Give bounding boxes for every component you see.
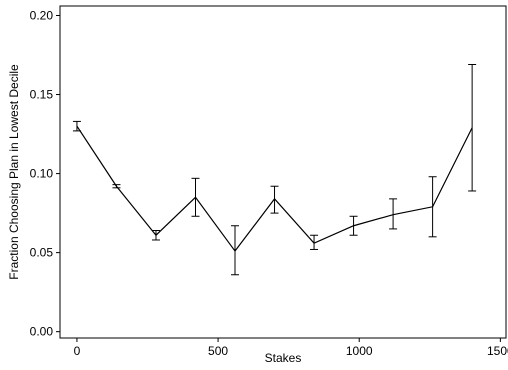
y-tick-label: 0.15 bbox=[30, 88, 54, 102]
x-tick-label: 500 bbox=[208, 344, 228, 358]
y-axis-title: Fraction Choosing Plan in Lowest Decile bbox=[7, 64, 21, 280]
x-tick-label: 1500 bbox=[487, 344, 508, 358]
plot-frame bbox=[59, 5, 507, 339]
y-tick-label: 0.00 bbox=[30, 325, 54, 339]
error-bars bbox=[72, 63, 477, 276]
x-axis-ticks: 0 500 1000 1500 bbox=[74, 338, 508, 358]
y-tick-label: 0.05 bbox=[30, 246, 54, 260]
x-axis-title: Stakes bbox=[265, 351, 302, 365]
x-tick-label: 0 bbox=[74, 344, 81, 358]
series-line bbox=[76, 125, 473, 253]
x-tick-label: 1000 bbox=[346, 344, 373, 358]
y-axis-ticks: 0.00 0.05 0.10 0.15 0.20 bbox=[30, 8, 60, 339]
y-tick-label: 0.20 bbox=[30, 8, 54, 22]
y-tick-label: 0.10 bbox=[30, 167, 54, 181]
